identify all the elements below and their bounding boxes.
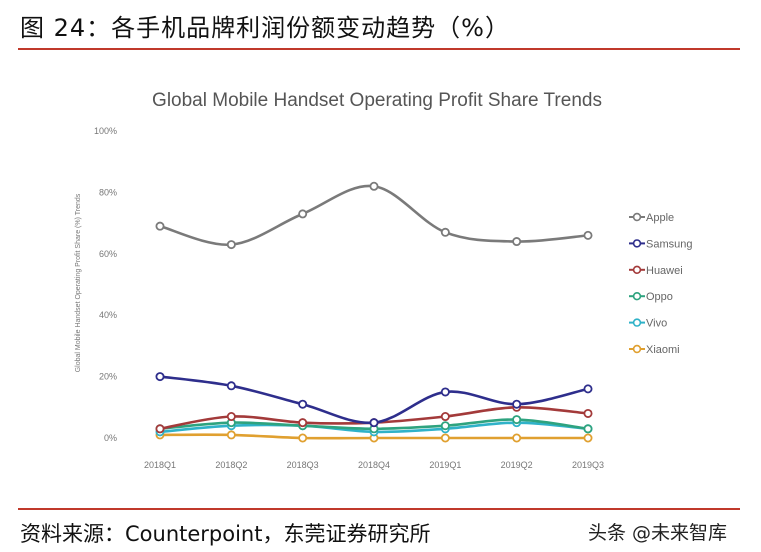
data-point-xiaomi: [298, 433, 308, 443]
y-axis: 0% 20% 40% 60% 80% 100%: [94, 126, 117, 443]
legend-marker-samsung: [632, 239, 642, 248]
data-point-xiaomi: [512, 433, 522, 443]
data-point-apple: [226, 240, 236, 250]
x-tick-label: 2018Q3: [287, 460, 319, 470]
legend-label-huawei: Huawei: [646, 265, 683, 277]
data-point-samsung: [155, 372, 165, 382]
data-point-xiaomi: [440, 433, 450, 443]
data-point-apple: [583, 230, 593, 240]
data-point-huawei: [155, 424, 165, 434]
legend-marker-oppo: [632, 292, 642, 301]
legend-label-xiaomi: Xiaomi: [646, 344, 680, 356]
figure-title: 图 24：各手机品牌利润份额变动趋势（%）: [20, 14, 510, 42]
series-line-apple: [159, 184, 589, 246]
legend-label-samsung: Samsung: [646, 238, 692, 250]
y-tick-label: 60%: [99, 249, 117, 259]
bottom-divider: [18, 508, 740, 510]
legend-marker-xiaomi: [632, 344, 642, 354]
data-point-samsung: [298, 399, 308, 409]
y-axis-label: Global Mobile Handset Operating Profit S…: [75, 193, 82, 372]
top-divider: [18, 48, 740, 50]
x-tick-label: 2018Q1: [144, 460, 176, 470]
data-point-xiaomi: [583, 433, 593, 443]
x-tick-label: 2019Q2: [501, 460, 533, 470]
data-point-huawei: [583, 408, 593, 418]
y-tick-label: 80%: [99, 187, 117, 197]
data-point-apple: [440, 227, 450, 237]
data-point-apple: [298, 209, 308, 219]
legend: Apple Samsung Huawei Oppo Vivo Xiaomi: [629, 212, 692, 356]
x-tick-label: 2018Q2: [215, 460, 247, 470]
data-point-samsung: [226, 381, 236, 391]
data-point-oppo: [512, 415, 522, 425]
series-lines: [155, 181, 593, 443]
data-point-samsung: [369, 418, 379, 428]
chart-title: Global Mobile Handset Operating Profit S…: [152, 90, 602, 111]
watermark: 头条 @未来智库: [588, 522, 728, 544]
data-point-apple: [512, 237, 522, 247]
legend-marker-huawei: [632, 265, 642, 274]
data-point-oppo: [583, 424, 593, 434]
legend-label-vivo: Vivo: [646, 318, 667, 330]
x-tick-label: 2019Q3: [572, 460, 604, 470]
legend-marker-apple: [632, 212, 642, 222]
x-axis: 2018Q1 2018Q2 2018Q3 2018Q4 2019Q1 2019Q2 2019…: [144, 460, 604, 470]
data-point-samsung: [583, 384, 593, 394]
data-point-samsung: [440, 387, 450, 397]
data-point-apple: [155, 221, 165, 231]
x-tick-label: 2018Q4: [358, 460, 390, 470]
y-tick-label: 40%: [99, 310, 117, 320]
data-point-oppo: [440, 421, 450, 431]
y-tick-label: 20%: [99, 372, 117, 382]
data-point-apple: [369, 181, 379, 191]
source-note: 资料来源：Counterpoint，东莞证券研究所: [20, 522, 431, 546]
data-point-xiaomi: [226, 430, 236, 440]
data-point-huawei: [298, 418, 308, 428]
y-tick-label: 100%: [94, 126, 117, 136]
data-point-samsung: [512, 399, 522, 409]
legend-label-apple: Apple: [646, 212, 674, 224]
data-point-huawei: [440, 412, 450, 422]
legend-label-oppo: Oppo: [646, 291, 673, 303]
data-point-huawei: [226, 412, 236, 422]
y-tick-label: 0%: [104, 433, 117, 443]
x-tick-label: 2019Q1: [429, 460, 461, 470]
legend-marker-vivo: [632, 318, 642, 327]
